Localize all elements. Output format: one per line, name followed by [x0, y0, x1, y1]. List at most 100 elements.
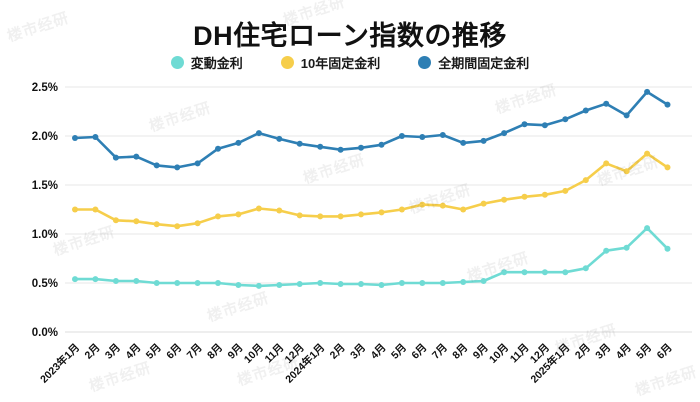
legend-item-variable-rate: 変動金利 — [170, 53, 243, 72]
data-point — [72, 276, 78, 283]
data-point — [460, 206, 467, 213]
data-point — [501, 196, 508, 203]
data-point — [378, 209, 385, 216]
data-point — [623, 112, 630, 119]
data-point — [194, 160, 201, 167]
x-axis-tick-label: 3月 — [593, 342, 613, 362]
data-point — [582, 177, 589, 184]
x-axis-tick-label: 5月 — [389, 342, 409, 362]
data-point — [317, 143, 324, 150]
data-point — [337, 213, 344, 220]
data-point — [398, 280, 405, 286]
data-point — [92, 276, 99, 283]
data-point — [153, 162, 160, 169]
series-line-0 — [73, 226, 669, 288]
data-point — [623, 168, 630, 175]
data-point — [174, 223, 181, 230]
data-point — [419, 201, 426, 208]
series-line-1 — [73, 152, 669, 228]
x-axis-tick-label: 4月 — [614, 342, 634, 362]
data-point — [174, 164, 181, 171]
data-point — [439, 132, 446, 138]
data-point — [460, 139, 467, 146]
data-point — [480, 278, 487, 284]
data-point — [276, 207, 283, 214]
data-point — [562, 187, 569, 194]
legend-label: 変動金利 — [190, 56, 243, 71]
data-point — [358, 144, 364, 151]
data-point — [480, 137, 487, 144]
data-point — [235, 139, 242, 146]
data-point — [419, 280, 426, 286]
x-axis-tick-label: 5月 — [144, 342, 164, 362]
data-point — [276, 135, 283, 142]
data-point — [398, 206, 405, 213]
x-axis-tick-label: 2月 — [328, 342, 348, 362]
data-point — [358, 211, 364, 218]
x-axis-tick-label: 11月 — [508, 342, 532, 366]
data-point — [235, 211, 242, 218]
data-point — [541, 191, 548, 198]
x-axis-tick-label: 5月 — [634, 342, 654, 362]
y-axis-tick-label: 2.5% — [32, 82, 58, 94]
data-point — [133, 153, 140, 160]
data-point — [133, 218, 140, 225]
data-point — [562, 269, 569, 276]
data-point — [644, 150, 651, 157]
legend-item-10y-fixed-rate: 10年固定金利 — [280, 53, 380, 72]
x-axis-tick-label: 4月 — [369, 342, 389, 362]
data-point — [664, 164, 671, 171]
x-axis-tick-label: 6月 — [655, 342, 675, 362]
data-point — [174, 280, 181, 286]
data-point — [582, 107, 589, 114]
data-point — [521, 269, 528, 276]
data-point — [92, 206, 99, 213]
legend-dot-icon — [418, 56, 432, 69]
legend-dot-icon — [280, 56, 294, 69]
data-point — [644, 225, 651, 232]
legend-item-full-term-fixed-rate: 全期間固定金利 — [418, 53, 529, 72]
data-point — [296, 281, 303, 287]
data-point — [133, 278, 140, 284]
data-point — [603, 160, 610, 167]
data-point — [153, 280, 160, 286]
series-line-2 — [73, 90, 669, 169]
data-point — [521, 121, 528, 128]
y-axis-tick-label: 0.5% — [32, 278, 58, 290]
data-point — [582, 265, 589, 272]
data-point — [112, 278, 119, 284]
data-point — [215, 145, 221, 152]
data-point — [194, 280, 201, 286]
data-point — [112, 154, 119, 161]
x-axis-tick-label: 3月 — [348, 342, 368, 362]
data-point — [276, 282, 283, 288]
x-axis-tick-label: 6月 — [164, 342, 184, 362]
data-point — [603, 100, 610, 107]
x-axis-tick-label: 2月 — [83, 342, 103, 362]
x-axis-tick-label: 11月 — [263, 342, 287, 366]
x-axis-tick-label: 2023年1月 — [37, 341, 82, 386]
data-point — [664, 101, 671, 108]
data-point — [112, 217, 119, 224]
data-point — [541, 269, 548, 276]
data-point — [623, 244, 630, 251]
data-point — [480, 200, 487, 207]
data-point — [439, 280, 446, 286]
data-point — [419, 134, 426, 140]
data-point — [541, 122, 548, 129]
data-point — [153, 221, 160, 228]
data-point — [255, 205, 262, 212]
data-point — [358, 281, 364, 287]
data-point — [644, 88, 651, 95]
legend-label: 全期間固定金利 — [438, 56, 530, 71]
data-point — [255, 130, 262, 137]
x-axis-tick-label: 10月 — [487, 342, 511, 366]
data-point — [296, 212, 303, 219]
data-point — [337, 146, 344, 153]
data-point — [501, 269, 508, 276]
chart-legend: 変動金利 10年固定金利 全期間固定金利 — [0, 53, 700, 72]
data-point — [337, 281, 344, 287]
x-axis-tick-label: 10月 — [242, 342, 266, 366]
data-point — [194, 220, 201, 227]
